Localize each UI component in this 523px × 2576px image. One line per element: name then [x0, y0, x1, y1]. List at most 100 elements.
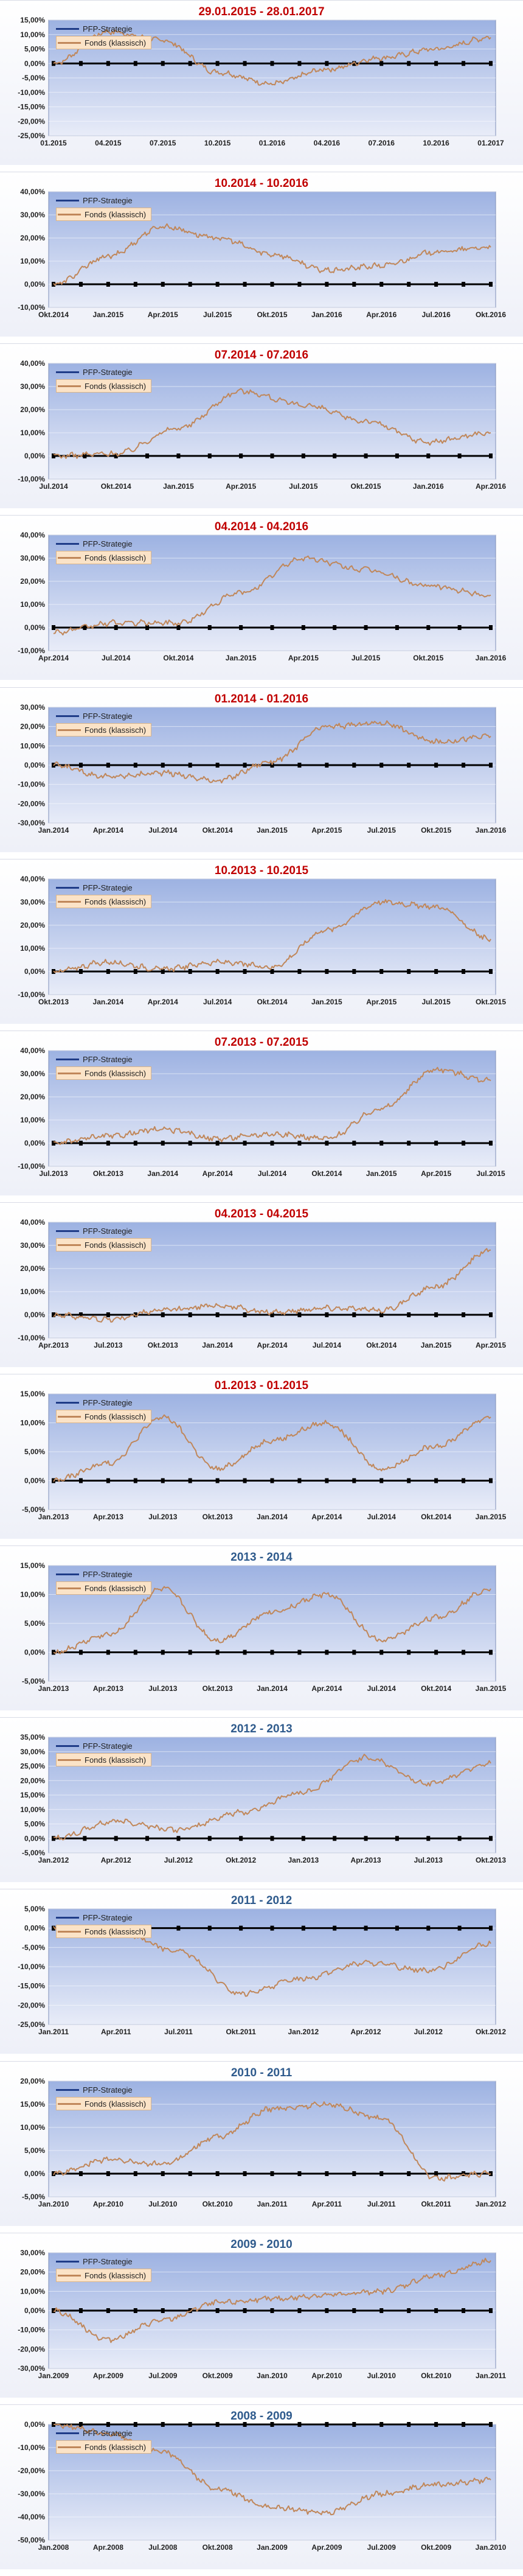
y-tick-label: -15,00% [18, 103, 45, 111]
y-tick-label: 15,00% [20, 1561, 45, 1570]
legend-label-pfp-strategie: PFP-Strategie [83, 195, 133, 205]
x-tick-label: 01.2016 [259, 139, 286, 147]
series-marker-pfp-strategie [325, 1478, 329, 1483]
series-marker-pfp-strategie [52, 1141, 55, 1146]
chart-panel: 10.2013 - 10.2015 40,00% 30,00% 20,00% 10,00… [0, 859, 523, 1024]
x-tick-label: Okt.2015 [351, 482, 381, 491]
y-tick-label: -20,00% [18, 799, 45, 808]
series-marker-pfp-strategie [407, 1650, 411, 1655]
chart-title: 04.2013 - 04.2015 [214, 1208, 309, 1220]
chart-title: 29.01.2015 - 28.01.2017 [198, 5, 325, 18]
series-marker-pfp-strategie [352, 1478, 356, 1483]
y-tick-label: -5,00% [22, 74, 45, 82]
y-tick-label: -50,00% [18, 2536, 45, 2544]
chart-panel: 01.2014 - 01.2016 30,00% 20,00% 10,00% 0,00%… [0, 687, 523, 852]
series-marker-pfp-strategie [379, 1141, 384, 1146]
x-tick-label: Okt.2011 [421, 2200, 451, 2208]
series-marker-pfp-strategie [407, 282, 411, 287]
x-tick-label: Jan.2015 [421, 1341, 452, 1349]
series-marker-pfp-strategie [270, 2171, 274, 2176]
y-tick-label: -5,00% [22, 1677, 45, 1685]
series-marker-pfp-strategie [434, 2171, 438, 2176]
series-marker-pfp-strategie [239, 625, 243, 630]
x-tick-label: Jan.2014 [257, 1513, 288, 1521]
legend-item-pfp-strategie: PFP-Strategie [56, 537, 151, 550]
legend-label-fonds-klassisch: Fonds (klassisch) [85, 381, 147, 391]
series-marker-pfp-strategie [457, 1925, 462, 1931]
x-tick-label: Jul.2012 [414, 2028, 443, 2036]
x-tick-label: Okt.2013 [93, 1169, 123, 1178]
legend-label-pfp-strategie: PFP-Strategie [83, 1398, 133, 1407]
series-marker-pfp-strategie [188, 1141, 192, 1146]
series-marker-pfp-strategie [301, 1925, 305, 1931]
y-tick-label: 30,00% [20, 211, 45, 219]
series-marker-pfp-strategie [352, 2171, 356, 2176]
series-marker-pfp-strategie [297, 1478, 302, 1483]
series-marker-pfp-strategie [161, 763, 165, 768]
series-marker-pfp-strategie [333, 1836, 337, 1841]
legend-item-pfp-strategie: PFP-Strategie [56, 710, 151, 722]
x-tick-label: Jul.2014 [39, 482, 68, 491]
x-tick-label: Okt.2013 [148, 1341, 178, 1349]
series-marker-pfp-strategie [270, 282, 274, 287]
x-tick-label: Okt.2010 [421, 2371, 451, 2380]
y-tick-label: -10,00% [18, 646, 45, 655]
y-tick-label: -10,00% [18, 88, 45, 97]
legend-swatch-pfp-strategie [56, 2260, 79, 2263]
series-marker-pfp-strategie [188, 2171, 192, 2176]
series-marker-pfp-strategie [188, 969, 192, 974]
series-marker-pfp-strategie [106, 61, 110, 66]
x-tick-label: Okt.2014 [311, 1169, 342, 1178]
series-marker-pfp-strategie [188, 2422, 192, 2427]
series-marker-pfp-strategie [379, 2422, 384, 2427]
series-marker-pfp-strategie [176, 1925, 181, 1931]
legend-swatch-pfp-strategie [56, 2432, 79, 2434]
y-tick-label: 10,00% [20, 741, 45, 750]
series-marker-pfp-strategie [270, 1312, 274, 1317]
x-tick-label: 01.2017 [477, 139, 504, 147]
y-tick-label: 0,00% [24, 1834, 45, 1843]
x-tick-label: Jul.2010 [148, 2200, 178, 2208]
series-marker-pfp-strategie [489, 1141, 493, 1146]
chart-panel: 2010 - 2011 20,00% 15,00% 10,00% 5,00% 0,00% -… [0, 2061, 523, 2226]
series-marker-pfp-strategie [407, 1478, 411, 1483]
y-tick-label: 10,00% [20, 429, 45, 437]
series-marker-pfp-strategie [333, 625, 337, 630]
series-marker-pfp-strategie [106, 2308, 110, 2313]
chart-panel: 2009 - 2010 30,00% 20,00% 10,00% 0,00% -10,00… [0, 2233, 523, 2398]
series-marker-pfp-strategie [379, 763, 384, 768]
series-marker-pfp-strategie [325, 1312, 329, 1317]
y-tick-label: 0,00% [24, 280, 45, 289]
chart-panel: 07.2014 - 07.2016 40,00% 30,00% 20,00% 10,00… [0, 343, 523, 508]
series-marker-pfp-strategie [176, 625, 181, 630]
y-tick-label: -10,00% [18, 780, 45, 789]
legend-label-pfp-strategie: PFP-Strategie [83, 1741, 133, 1751]
legend-swatch-fonds-klassisch [58, 1930, 81, 1933]
series-marker-pfp-strategie [52, 2171, 55, 2176]
series-marker-pfp-strategie [297, 2171, 302, 2176]
series-marker-pfp-strategie [395, 453, 399, 458]
x-tick-label: Okt.2012 [476, 2028, 506, 2036]
legend-swatch-pfp-strategie [56, 1058, 79, 1060]
y-tick-label: -15,00% [18, 1982, 45, 1990]
x-tick-label: Jan.2011 [476, 2371, 506, 2380]
series-marker-pfp-strategie [83, 625, 87, 630]
x-tick-label: Jul.2009 [367, 2543, 397, 2552]
series-marker-pfp-strategie [78, 2308, 83, 2313]
series-marker-pfp-strategie [407, 1312, 411, 1317]
y-tick-label: 10,00% [20, 944, 45, 953]
series-line-fonds-klassisch [53, 1248, 491, 1323]
legend-item-fonds-klassisch: Fonds (klassisch) [56, 2440, 152, 2454]
series-marker-pfp-strategie [270, 1478, 274, 1483]
series-marker-pfp-strategie [462, 1141, 466, 1146]
x-tick-label: Okt.2015 [476, 998, 506, 1006]
legend-label-fonds-klassisch: Fonds (klassisch) [85, 1583, 147, 1593]
line-chart: 40,00%30,00%20,00%10,00%0,00%-10,00%Apr.… [18, 1218, 506, 1349]
y-tick-label: -5,00% [22, 2193, 45, 2201]
legend-label-pfp-strategie: PFP-Strategie [83, 1054, 133, 1064]
chart-title: 10.2014 - 10.2016 [214, 177, 309, 190]
x-tick-label: 04.2016 [314, 139, 341, 147]
series-marker-pfp-strategie [215, 1141, 220, 1146]
series-marker-pfp-strategie [297, 1141, 302, 1146]
series-marker-pfp-strategie [133, 763, 137, 768]
